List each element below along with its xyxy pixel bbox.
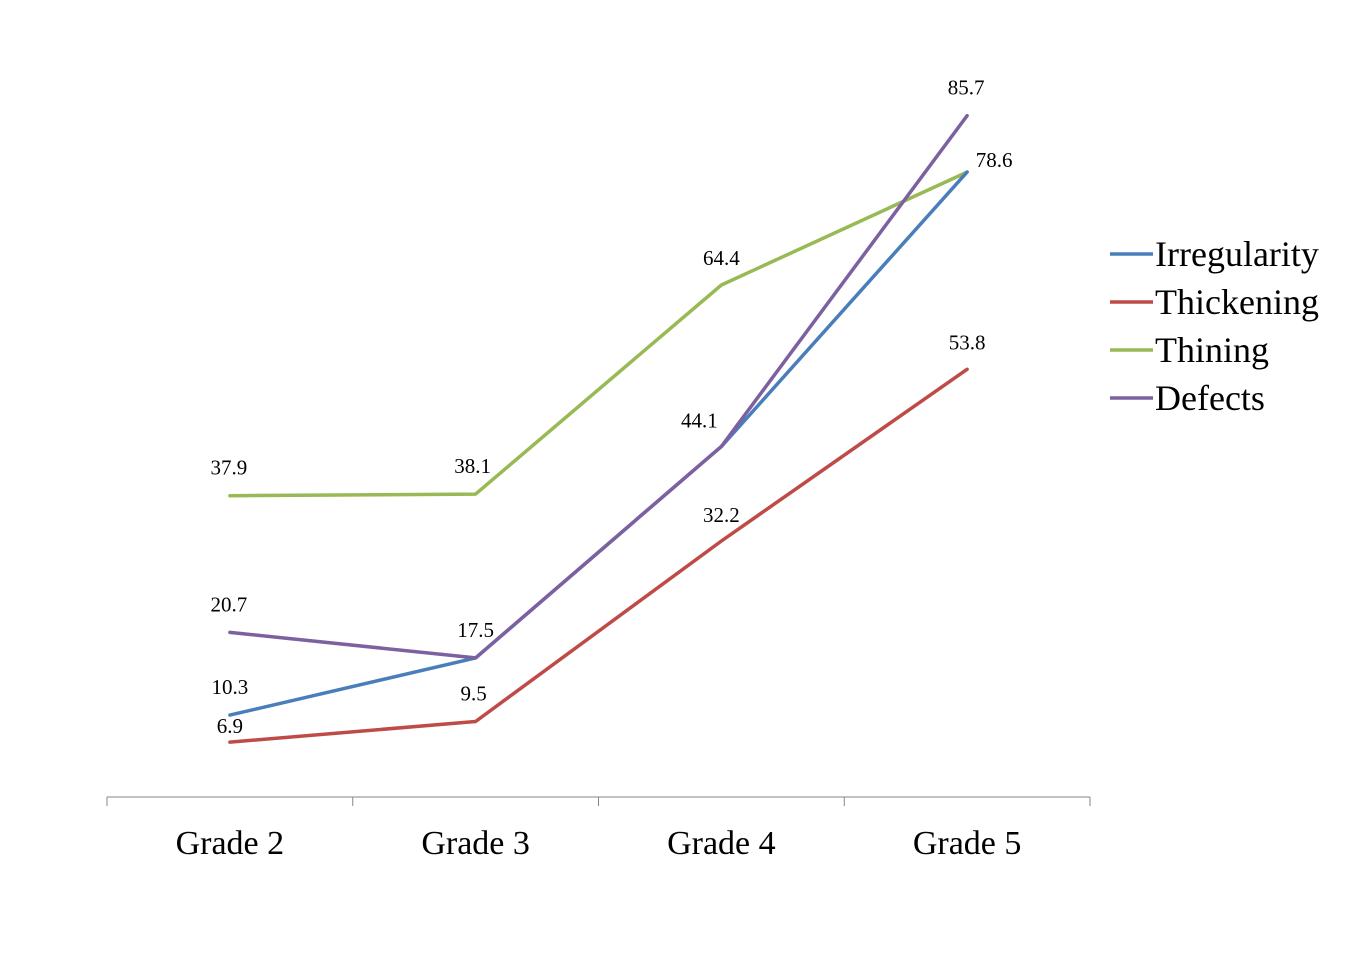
data-label-defects-0: 20.7 (211, 592, 248, 616)
data-label-irregularity-0: 10.3 (212, 675, 249, 699)
series-line-irregularity (228, 170, 969, 717)
data-label-thining-1: 38.1 (454, 454, 491, 478)
data-label-thickening-3: 53.8 (949, 330, 986, 354)
series-line-thining (228, 170, 969, 498)
x-tick-labels: Grade 2 Grade 3 Grade 4 Grade 5 (176, 825, 1022, 862)
data-labels: 10.3 17.5 44.1 78.6 6.9 9.5 32.2 53.8 37.9 38.1 64… (211, 76, 1013, 738)
series-line-thickening (228, 367, 969, 744)
legend: Irregularity Thickening Thining Defects (1110, 234, 1319, 418)
data-label-thining-2: 64.4 (703, 246, 740, 270)
legend-label: Defects (1155, 378, 1265, 418)
legend-label: Thickening (1155, 282, 1319, 322)
legend-item-thining: Thining (1110, 330, 1269, 370)
data-label-irregularity-1: 17.5 (457, 618, 494, 642)
data-label-thickening-0: 6.9 (217, 714, 243, 738)
x-tick-label: Grade 4 (667, 825, 776, 862)
data-label-thickening-1: 9.5 (461, 681, 487, 705)
legend-item-irregularity: Irregularity (1110, 234, 1319, 274)
series-line-defects (228, 113, 969, 660)
data-label-defects-3: 85.7 (948, 76, 985, 100)
legend-item-thickening: Thickening (1110, 282, 1319, 322)
x-tick-label: Grade 2 (176, 825, 285, 862)
legend-item-defects: Defects (1110, 378, 1265, 418)
data-label-thickening-2: 32.2 (703, 503, 740, 527)
x-tick-label: Grade 3 (421, 825, 530, 862)
data-label-irregularity-3: 78.6 (976, 148, 1013, 172)
legend-label: Irregularity (1155, 234, 1319, 274)
x-tick-label: Grade 5 (913, 825, 1022, 862)
series-lines (228, 113, 969, 744)
x-axis (106, 796, 1091, 806)
legend-label: Thining (1155, 330, 1269, 370)
data-label-thining-0: 37.9 (211, 456, 248, 480)
data-label-irregularity-2: 44.1 (681, 408, 718, 432)
